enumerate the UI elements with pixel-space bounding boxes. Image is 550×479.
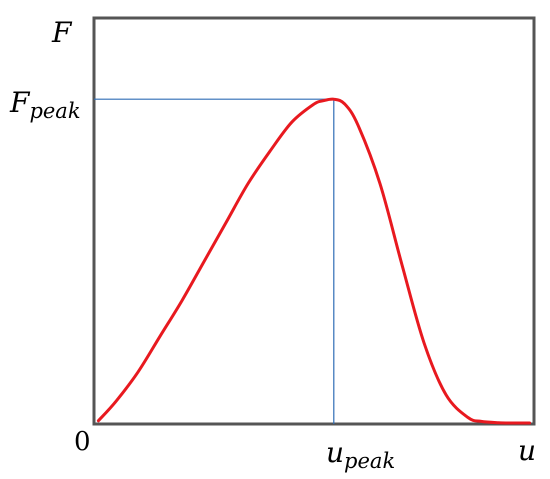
y-peak-label: Fpeak <box>9 86 81 123</box>
force-curve <box>96 97 532 425</box>
x-peak-sub: peak <box>344 449 395 473</box>
x-peak-label: upeak <box>326 436 395 473</box>
y-peak-sub: peak <box>29 99 80 123</box>
origin-label: 0 <box>74 427 91 457</box>
y-axis-label: F <box>51 16 73 49</box>
x-peak-base: u <box>326 436 344 469</box>
plot-frame <box>92 16 536 426</box>
x-axis-label: u <box>518 434 536 467</box>
y-peak-base: F <box>9 86 31 119</box>
